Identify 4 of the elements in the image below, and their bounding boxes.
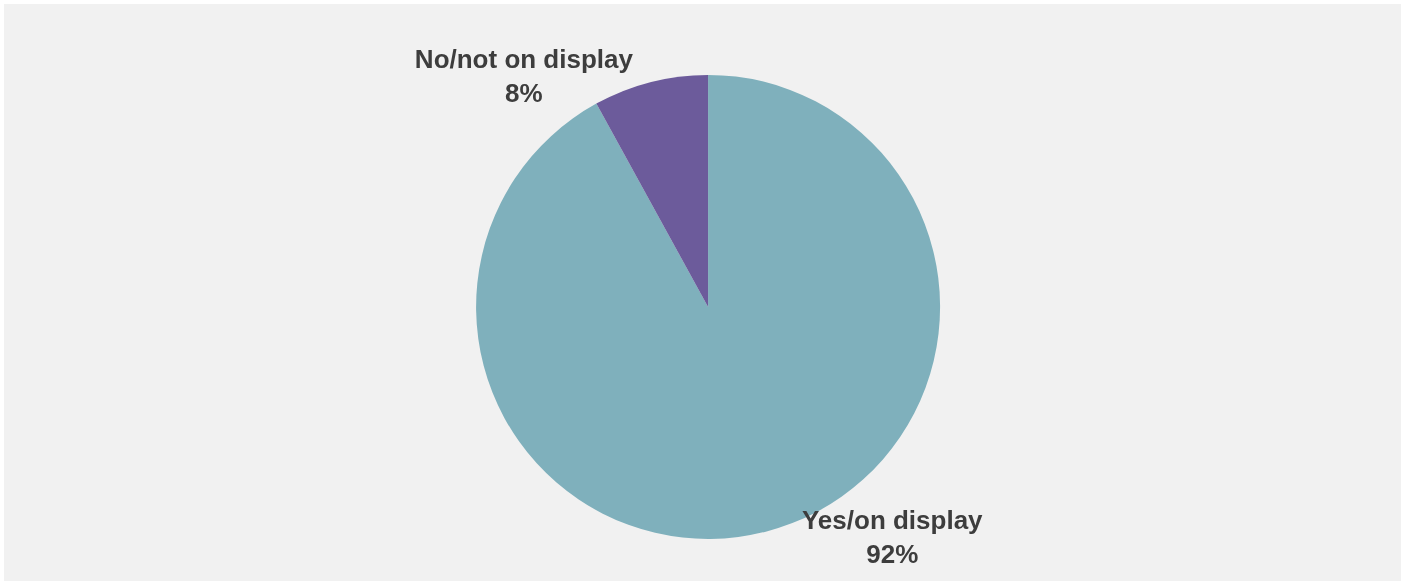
slice-label: No/not on display bbox=[414, 44, 634, 75]
slice-label: Yes/on display bbox=[801, 505, 984, 536]
data-label: 92% bbox=[866, 539, 919, 570]
data-label: 8% bbox=[505, 78, 543, 109]
